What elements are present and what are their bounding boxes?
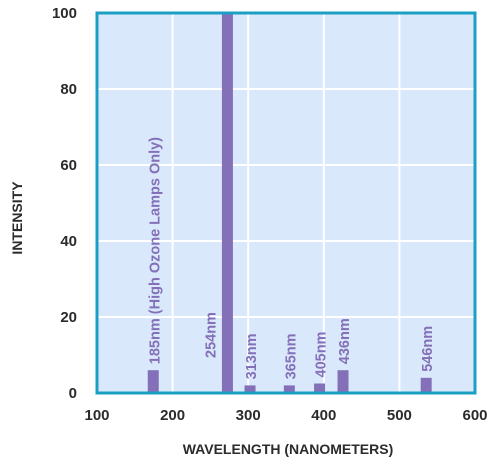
y-tick-label: 80	[60, 81, 77, 98]
y-axis-title: INTENSITY	[9, 181, 25, 255]
bars	[147, 13, 432, 393]
bar-label-436nm: 436nm	[337, 318, 353, 364]
bar-436nm	[337, 370, 349, 393]
bar-185nm	[147, 370, 159, 393]
bar-label-405nm: 405nm	[314, 332, 330, 378]
plot-area	[97, 13, 475, 393]
plot-border	[95, 11, 477, 395]
bar-label-313nm: 313nm	[244, 333, 260, 379]
x-tick-label: 600	[462, 407, 487, 424]
y-axis-ticks: 0 20 40 60 80 100	[52, 5, 77, 402]
x-tick-label: 100	[84, 407, 109, 424]
x-tick-label: 300	[236, 407, 261, 424]
y-tick-label: 60	[60, 157, 77, 174]
bar-label-254nm: 254nm	[203, 312, 219, 358]
bar-label-365nm: 365nm	[283, 333, 299, 379]
bar-313nm	[244, 385, 256, 393]
bar-label-546nm: 546nm	[420, 326, 436, 372]
x-axis-ticks: 100 200 300 400 500 600	[84, 407, 487, 424]
x-tick-label: 200	[160, 407, 185, 424]
x-tick-label: 400	[311, 407, 336, 424]
y-tick-label: 100	[52, 5, 77, 22]
y-tick-label: 0	[69, 385, 77, 402]
grid	[97, 13, 475, 393]
bar-365nm	[283, 385, 295, 393]
bar-405nm	[314, 383, 326, 393]
y-tick-label: 20	[60, 309, 77, 326]
bar-254nm	[221, 13, 233, 393]
x-tick-label: 500	[387, 407, 412, 424]
bar-546nm	[420, 377, 432, 393]
x-axis-title: WAVELENGTH (NANOMETERS)	[183, 441, 394, 457]
y-tick-label: 40	[60, 233, 77, 250]
bar-labels: 185nm (High Ozone Lamps Only) 254nm 313nm 3…	[147, 137, 436, 380]
bar-label-185nm: 185nm (High Ozone Lamps Only)	[147, 137, 163, 364]
